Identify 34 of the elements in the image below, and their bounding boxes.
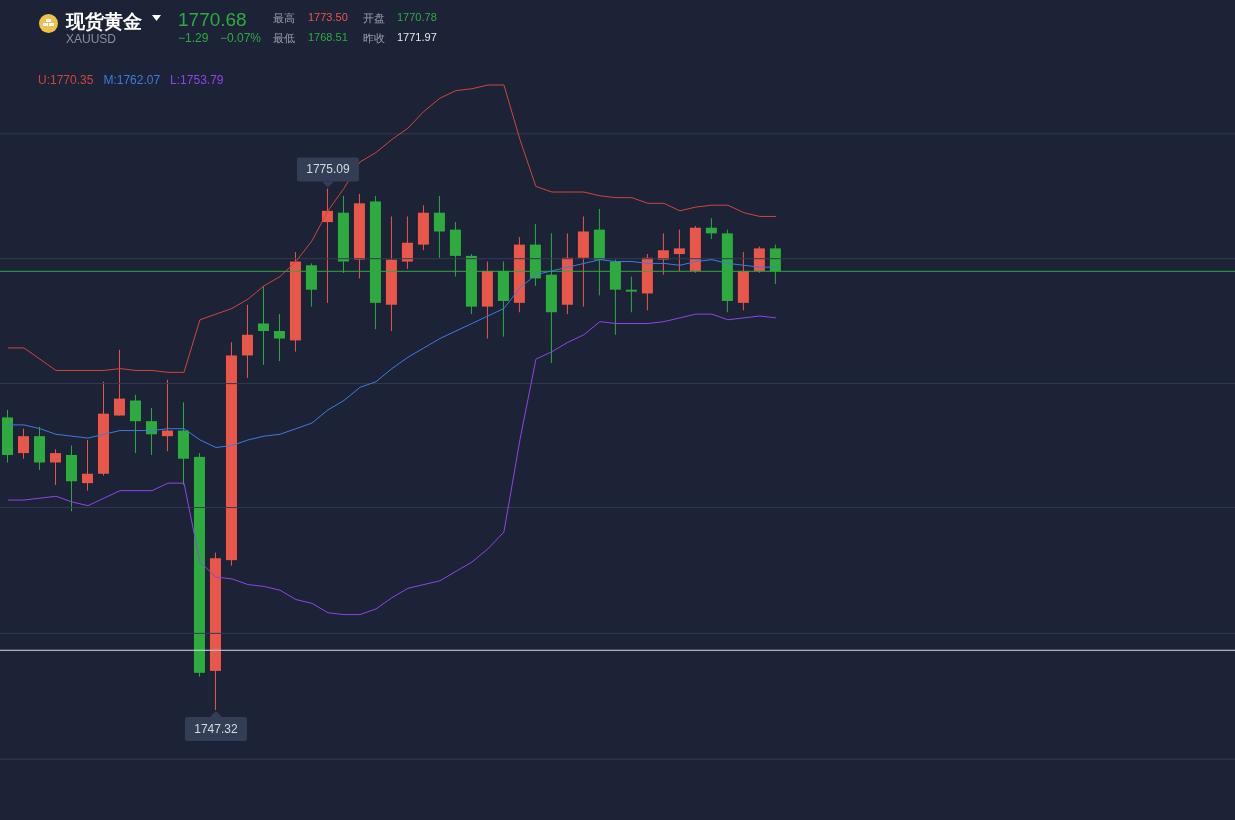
- annotation: 1747.32: [194, 722, 238, 736]
- candlestick: [18, 428, 29, 460]
- text: −0.07%: [220, 31, 262, 45]
- candlestick: [129, 394, 141, 454]
- candlestick: [81, 439, 93, 492]
- candlestick: [273, 313, 285, 362]
- text: U:1770.35: [38, 73, 94, 87]
- price-callout: 1775.09: [296, 157, 359, 188]
- text: −1.29: [178, 31, 209, 45]
- text: 1773.50: [308, 11, 348, 23]
- text: L:1753.79: [170, 73, 224, 87]
- text: 1768.51: [308, 31, 348, 43]
- candlestick: [657, 232, 669, 276]
- candlestick: [113, 349, 125, 417]
- text: 开盘: [363, 11, 385, 26]
- text: M:1762.07: [103, 73, 161, 87]
- text: 最高: [273, 11, 295, 26]
- text: 昨收: [363, 31, 385, 46]
- candlestick: [257, 285, 269, 366]
- candlestick: [49, 448, 61, 486]
- candlestick: [401, 215, 413, 270]
- chart-subtitle: XAUUSD: [66, 32, 117, 46]
- text: 1770.68: [178, 9, 247, 31]
- candlestick: [625, 276, 637, 313]
- candlestick: [145, 407, 157, 456]
- candlestick: [241, 304, 253, 379]
- candlestick: [673, 229, 685, 272]
- candlestick: [433, 195, 445, 259]
- text: 最低: [273, 31, 295, 46]
- text: 1771.97: [397, 31, 437, 43]
- price-callout: 1747.32: [184, 711, 247, 741]
- annotation: 1775.09: [306, 162, 350, 177]
- chart-title: 现货黄金: [66, 10, 142, 34]
- text: 1770.78: [397, 11, 437, 23]
